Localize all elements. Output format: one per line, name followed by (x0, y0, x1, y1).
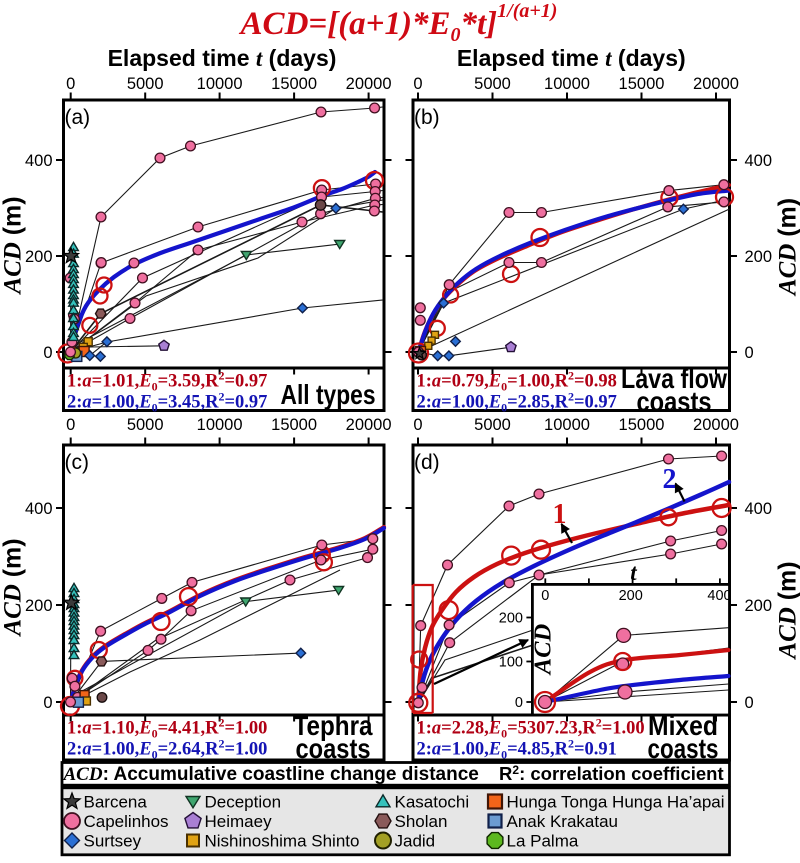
svg-text:0: 0 (413, 75, 422, 93)
svg-text:(d): (d) (414, 451, 440, 474)
svg-text:15000: 15000 (271, 416, 317, 434)
svg-text:200: 200 (745, 597, 773, 615)
svg-text:200: 200 (25, 597, 53, 615)
svg-text:Anak Krakatau: Anak Krakatau (507, 812, 619, 831)
svg-text:All types: All types (281, 379, 376, 410)
svg-text:Elapsed time t (days): Elapsed time t (days) (457, 45, 686, 71)
svg-text:Surtsey: Surtsey (84, 832, 142, 851)
svg-text:Kasatochi: Kasatochi (395, 793, 470, 812)
svg-text:0: 0 (66, 75, 75, 93)
svg-text:5000: 5000 (474, 75, 511, 93)
svg-text:200: 200 (745, 248, 773, 266)
svg-text:ACD (m): ACD (m) (0, 538, 27, 637)
svg-text:0: 0 (515, 695, 523, 711)
svg-text:1:a=0.79,E0=1.00,R2=0.98: 1:a=0.79,E0=1.00,R2=0.98 (417, 369, 617, 394)
svg-text:coasts: coasts (296, 733, 371, 764)
svg-text:1:a=2.28,E0=5307.23,R2=1.00: 1:a=2.28,E0=5307.23,R2=1.00 (417, 716, 645, 741)
svg-text:coasts: coasts (637, 386, 712, 417)
svg-text:2:a=1.00,E0=3.45,R2=0.97: 2:a=1.00,E0=3.45,R2=0.97 (67, 390, 267, 415)
svg-text:400: 400 (745, 152, 773, 170)
svg-text:400: 400 (745, 500, 773, 518)
svg-text:20000: 20000 (693, 75, 739, 93)
svg-text:Hunga Tonga Hunga Ha’apai: Hunga Tonga Hunga Ha’apai (507, 793, 725, 812)
svg-text:R2: correlation coefficient: R2: correlation coefficient (499, 763, 724, 784)
svg-text:coasts: coasts (648, 733, 719, 764)
svg-text:1:a=1.01,E0=3.59,R2=0.97: 1:a=1.01,E0=3.59,R2=0.97 (67, 369, 267, 394)
svg-text:10000: 10000 (544, 75, 590, 93)
svg-text:ACD (m): ACD (m) (0, 196, 27, 295)
svg-text:20000: 20000 (346, 416, 392, 434)
svg-text:2:a=1.00,E0=2.85,R2=0.97: 2:a=1.00,E0=2.85,R2=0.97 (417, 390, 617, 415)
svg-text:400: 400 (25, 500, 53, 518)
svg-text:0: 0 (413, 416, 422, 434)
svg-text:5000: 5000 (127, 416, 164, 434)
svg-text:Heimaey: Heimaey (205, 812, 273, 831)
svg-text:ACD: Accumulative coastline ch: ACD: Accumulative coastline change dista… (63, 764, 479, 785)
svg-text:2: 2 (663, 464, 677, 495)
svg-text:200: 200 (619, 588, 643, 604)
svg-text:Barcena: Barcena (84, 793, 148, 812)
svg-text:(c): (c) (65, 451, 90, 474)
svg-text:10000: 10000 (197, 75, 243, 93)
svg-text:0: 0 (745, 344, 754, 362)
svg-text:0: 0 (541, 588, 549, 604)
svg-text:200: 200 (25, 248, 53, 266)
svg-text:ACD (m): ACD (m) (774, 561, 800, 660)
svg-text:0: 0 (66, 416, 75, 434)
svg-text:5000: 5000 (127, 75, 164, 93)
svg-text:La Palma: La Palma (507, 832, 579, 851)
svg-text:0: 0 (43, 694, 52, 712)
svg-text:ACD: ACD (530, 624, 557, 677)
svg-text:20000: 20000 (693, 416, 739, 434)
svg-text:Jadid: Jadid (395, 832, 436, 851)
svg-text:20000: 20000 (346, 75, 392, 93)
svg-text:10000: 10000 (544, 416, 590, 434)
svg-text:15000: 15000 (619, 75, 665, 93)
svg-text:200: 200 (499, 611, 523, 627)
svg-text:Elapsed time t (days): Elapsed time t (days) (108, 45, 337, 71)
svg-text:0: 0 (43, 344, 52, 362)
svg-text:5000: 5000 (474, 416, 511, 434)
svg-text:2:a=1.00,E0=2.64,R2=1.00: 2:a=1.00,E0=2.64,R2=1.00 (67, 737, 267, 762)
svg-text:Nishinoshima Shinto: Nishinoshima Shinto (205, 832, 360, 851)
svg-text:400: 400 (25, 152, 53, 170)
svg-text:2:a=1.00,E0=4.85,R2=0.91: 2:a=1.00,E0=4.85,R2=0.91 (417, 737, 617, 762)
svg-text:Capelinhos: Capelinhos (84, 812, 169, 831)
svg-text:Sholan: Sholan (395, 812, 448, 831)
svg-text:400: 400 (707, 588, 731, 604)
svg-text:1:a=1.10,E0=4.41,R2=1.00: 1:a=1.10,E0=4.41,R2=1.00 (67, 716, 267, 741)
svg-text:t: t (630, 560, 637, 585)
svg-text:0: 0 (745, 694, 754, 712)
svg-text:Deception: Deception (205, 793, 282, 812)
svg-text:(a): (a) (65, 106, 91, 129)
svg-text:15000: 15000 (271, 75, 317, 93)
svg-text:10000: 10000 (197, 416, 243, 434)
svg-text:(b): (b) (414, 106, 440, 129)
svg-text:ACD (m): ACD (m) (774, 198, 800, 297)
svg-text:15000: 15000 (619, 416, 665, 434)
svg-text:100: 100 (499, 655, 523, 671)
